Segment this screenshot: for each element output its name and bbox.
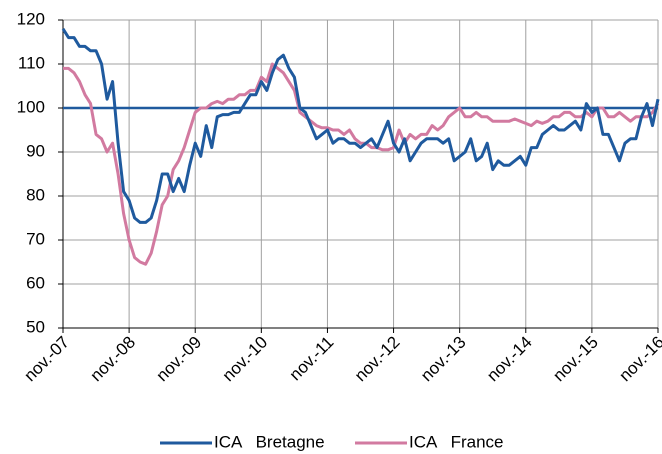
series-line xyxy=(63,62,660,266)
y-tick-label: 70 xyxy=(26,229,45,248)
series-line xyxy=(61,28,660,224)
x-tick-label: nov.-09 xyxy=(153,333,206,386)
x-tick-label: nov.-15 xyxy=(549,333,602,386)
y-tick-label: 50 xyxy=(26,317,45,336)
x-tick-label: nov.-11 xyxy=(286,333,338,385)
x-tick-label: nov.-08 xyxy=(86,333,139,386)
y-tick-label: 120 xyxy=(17,9,45,28)
x-tick-label: nov.-16 xyxy=(615,333,662,386)
y-tick-label: 60 xyxy=(26,273,45,292)
x-tick-label: nov.-12 xyxy=(351,333,404,386)
y-tick-label: 80 xyxy=(26,185,45,204)
y-tick-label: 90 xyxy=(26,141,45,160)
y-tick-label: 100 xyxy=(17,97,45,116)
legend-label: ICA Bretagne xyxy=(214,432,325,451)
x-tick-label: nov.-14 xyxy=(483,333,536,386)
x-tick-label: nov.-13 xyxy=(417,333,470,386)
x-tick-label: nov.-07 xyxy=(20,333,73,386)
x-tick-label: nov.-10 xyxy=(219,333,272,386)
y-tick-label: 110 xyxy=(18,53,45,72)
legend-label: ICA France xyxy=(409,432,503,451)
